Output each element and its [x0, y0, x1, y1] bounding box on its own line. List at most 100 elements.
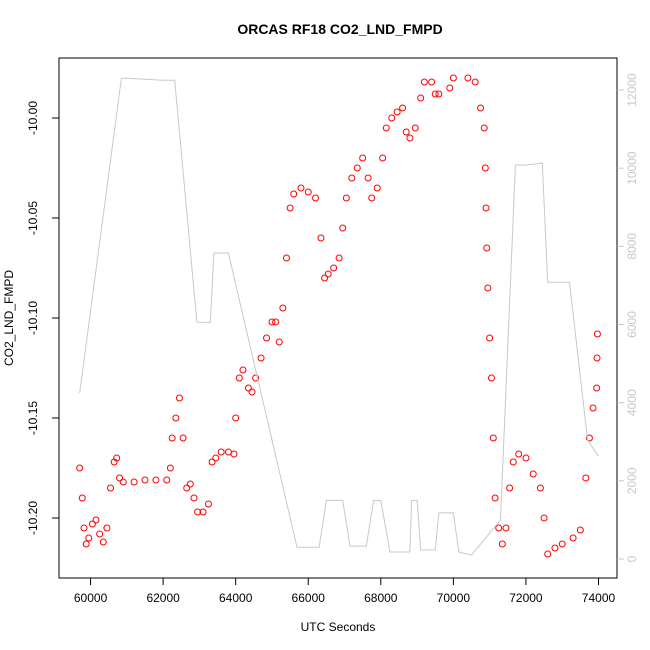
data-point — [239, 366, 247, 374]
data-point — [540, 514, 548, 522]
data-point — [183, 484, 191, 492]
x-tick-label: 70000 — [437, 591, 471, 605]
data-point — [175, 394, 183, 402]
data-point — [449, 74, 457, 82]
data-point — [509, 458, 517, 466]
data-point — [119, 478, 127, 486]
data-point — [235, 374, 243, 382]
data-point — [96, 530, 104, 538]
data-point — [113, 454, 121, 462]
data-point — [388, 114, 396, 122]
data-point — [244, 384, 252, 392]
data-point — [417, 94, 425, 102]
x-tick-label: 72000 — [509, 591, 543, 605]
data-point — [420, 78, 428, 86]
data-point — [506, 484, 514, 492]
data-point — [232, 414, 240, 422]
data-point — [85, 534, 93, 542]
data-point — [92, 516, 100, 524]
data-point — [502, 524, 510, 532]
data-point — [78, 494, 86, 502]
data-point — [168, 434, 176, 442]
data-point — [551, 544, 559, 552]
data-point — [172, 414, 180, 422]
data-point — [585, 434, 593, 442]
altitude-line — [79, 77, 599, 556]
data-point — [263, 334, 271, 342]
y-axis-label: CO2_LND_FMPD — [2, 270, 16, 366]
data-point — [80, 524, 88, 532]
data-point — [491, 494, 499, 502]
x-tick-label: 74000 — [582, 591, 616, 605]
x-tick-label: 66000 — [292, 591, 326, 605]
y2-tick-label: 4000 — [625, 389, 639, 416]
data-point — [141, 476, 149, 484]
data-point — [446, 84, 454, 92]
data-point — [99, 538, 107, 546]
data-point — [166, 464, 174, 472]
data-point — [312, 194, 320, 202]
data-point — [272, 318, 280, 326]
data-point — [208, 458, 216, 466]
data-point — [481, 164, 489, 172]
y-tick-label: -10.15 — [26, 401, 40, 435]
data-point — [399, 104, 407, 112]
x-tick-label: 64000 — [219, 591, 253, 605]
data-point — [359, 154, 367, 162]
data-point — [304, 188, 312, 196]
data-point — [348, 174, 356, 182]
data-point — [495, 524, 503, 532]
data-point — [373, 184, 381, 192]
data-point — [321, 274, 329, 282]
data-point — [593, 354, 601, 362]
data-point — [268, 318, 276, 326]
data-point — [576, 526, 584, 534]
data-point — [368, 194, 376, 202]
y2-tick-label: 2000 — [625, 467, 639, 494]
data-point — [379, 154, 387, 162]
data-point — [290, 190, 298, 198]
data-point — [335, 254, 343, 262]
data-point — [486, 334, 494, 342]
data-point — [477, 104, 485, 112]
data-point — [103, 524, 111, 532]
data-point — [483, 244, 491, 252]
y2-tick-label: 0 — [625, 555, 639, 562]
data-point — [431, 90, 439, 98]
data-point — [402, 128, 410, 136]
data-point — [88, 520, 96, 528]
data-point — [76, 464, 84, 472]
data-point — [217, 448, 225, 456]
data-point — [116, 474, 124, 482]
data-point — [364, 174, 372, 182]
data-point — [487, 374, 495, 382]
data-point — [353, 164, 361, 172]
data-point — [411, 124, 419, 132]
data-point — [130, 478, 138, 486]
data-point — [382, 124, 390, 132]
data-point — [186, 480, 194, 488]
data-point — [252, 374, 260, 382]
data-point — [286, 204, 294, 212]
data-point — [297, 184, 305, 192]
y-tick-label: -10.10 — [26, 301, 40, 335]
x-tick-label: 60000 — [74, 591, 108, 605]
data-point — [163, 476, 171, 484]
data-point — [339, 224, 347, 232]
data-point — [544, 550, 552, 558]
data-point — [212, 454, 220, 462]
data-point — [194, 508, 202, 516]
data-point — [257, 354, 265, 362]
data-point — [569, 534, 577, 542]
y-tick-label: -10.00 — [26, 101, 40, 135]
data-point — [558, 540, 566, 548]
data-point — [152, 476, 160, 484]
data-point — [480, 124, 488, 132]
data-point — [406, 134, 414, 142]
data-point — [471, 78, 479, 86]
data-point — [435, 90, 443, 98]
chart-title: ORCAS RF18 CO2_LND_FMPD — [237, 21, 442, 37]
data-point — [482, 204, 490, 212]
data-point — [179, 434, 187, 442]
